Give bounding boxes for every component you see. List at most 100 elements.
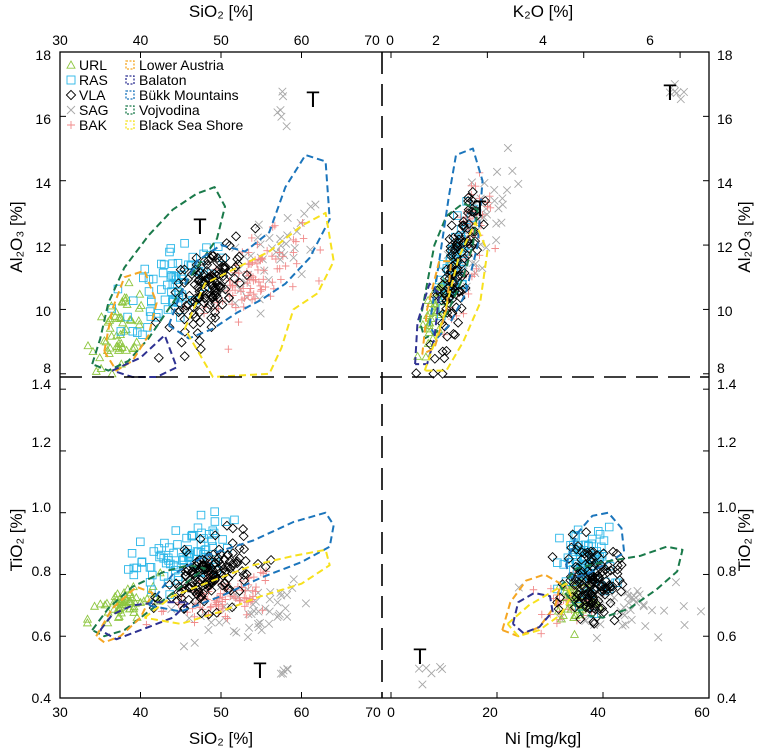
data-point-vla	[614, 575, 625, 586]
data-point-vla	[467, 226, 479, 237]
y-tick-label-top-right: 10	[717, 303, 733, 319]
data-point-vla	[229, 273, 240, 284]
data-point-vla	[265, 554, 277, 566]
data-point-sag	[624, 598, 633, 608]
data-point-sag	[514, 179, 523, 188]
data-point-vla	[547, 551, 558, 563]
y-tick-label-top-right: 12	[717, 239, 733, 255]
legend-swatch-b-kk-mountains	[125, 90, 135, 100]
data-point-url	[103, 618, 113, 627]
region-outline-vojvodina	[91, 186, 226, 372]
data-point-sag	[665, 88, 674, 97]
data-point-url	[115, 313, 125, 322]
data-point-sag	[275, 609, 284, 618]
data-point-sag	[633, 586, 642, 596]
data-point-bak	[268, 278, 277, 286]
data-point-vla	[600, 582, 611, 593]
data-point-sag	[427, 669, 436, 678]
data-point-bak	[253, 260, 261, 268]
data-point-ras	[597, 542, 606, 552]
data-point-vla	[437, 346, 448, 357]
data-point-vla	[205, 289, 217, 301]
data-point-bak	[470, 270, 479, 278]
data-point-vla	[191, 556, 203, 567]
data-point-ras	[160, 538, 169, 548]
data-point-bak	[254, 266, 262, 274]
data-point-url	[95, 352, 105, 362]
data-point-ras	[213, 242, 223, 251]
data-point-bak	[241, 586, 250, 595]
data-point-vla	[220, 561, 231, 572]
data-point-vla	[602, 567, 613, 578]
data-point-sag	[273, 598, 282, 607]
data-point-ras	[180, 239, 189, 248]
data-point-url	[130, 342, 140, 351]
data-point-vla	[217, 262, 229, 273]
data-point-vla	[219, 262, 230, 273]
x-tick-label-bottom-right: 0	[387, 704, 395, 720]
data-point-ras	[136, 537, 145, 547]
data-point-ras	[144, 287, 154, 296]
data-point-url	[121, 293, 132, 302]
region-outline-balaton	[99, 601, 190, 641]
data-point-vla	[232, 556, 243, 567]
data-point-ras	[116, 327, 126, 336]
data-point-sag	[654, 633, 663, 642]
data-point-vla	[228, 557, 239, 569]
data-point-sag	[288, 583, 297, 593]
y-tick-label-bottom-left: 1.2	[32, 434, 52, 450]
data-point-bak	[212, 600, 221, 609]
y-tick-label-bottom-right: 0.8	[717, 563, 737, 579]
legend-markers	[65, 60, 135, 130]
data-point-bak	[231, 594, 240, 603]
data-point-sag	[290, 243, 299, 253]
data-point-sag	[306, 202, 315, 211]
data-point-vla	[195, 343, 206, 355]
data-point-bak	[242, 610, 251, 619]
data-point-bak	[239, 284, 248, 293]
data-point-bak	[256, 287, 265, 295]
data-point-bak	[249, 592, 257, 601]
data-point-bak	[273, 264, 282, 273]
data-point-sag	[264, 619, 274, 628]
data-point-vla	[153, 352, 164, 363]
x-tick-label-top-left: 70	[364, 32, 380, 48]
data-point-vla	[575, 614, 586, 625]
data-point-vla	[175, 264, 186, 275]
data-point-sag	[502, 186, 512, 195]
data-point-bak	[157, 607, 166, 616]
data-point-sag	[232, 628, 241, 637]
data-point-bak	[226, 592, 235, 600]
data-point-bak	[228, 300, 236, 308]
data-point-vla	[172, 595, 183, 606]
data-point-vla	[586, 556, 597, 568]
data-point-bak	[219, 604, 227, 613]
data-point-vla	[232, 259, 243, 270]
data-point-vla	[456, 259, 467, 270]
legend: URL RAS VLA SAG BAK Lower Austria Balato…	[65, 57, 243, 133]
data-point-url	[117, 596, 127, 605]
data-point-vla	[595, 581, 606, 592]
data-point-sag	[265, 595, 274, 604]
data-point-vla	[199, 269, 210, 280]
data-point-bak	[232, 303, 240, 312]
data-point-sag	[256, 309, 265, 318]
data-point-sag	[618, 621, 627, 630]
data-point-sag	[629, 591, 639, 600]
y-axis-title-top-left: Al₂O₃ [%]	[7, 201, 26, 272]
data-point-ras	[179, 555, 189, 564]
data-point-vla	[573, 589, 584, 600]
data-point-ras	[193, 547, 203, 557]
data-point-url	[129, 601, 139, 611]
data-point-ras	[165, 543, 174, 552]
data-point-vla	[210, 312, 221, 323]
data-point-vla	[445, 266, 456, 277]
data-point-sag	[498, 194, 507, 203]
data-point-sag	[204, 625, 213, 635]
data-point-vla	[480, 195, 491, 207]
y-tick-label-bottom-right: 1.4	[717, 376, 737, 392]
data-point-sag	[207, 618, 216, 627]
data-point-bak	[464, 250, 473, 259]
data-point-vla	[447, 260, 458, 271]
